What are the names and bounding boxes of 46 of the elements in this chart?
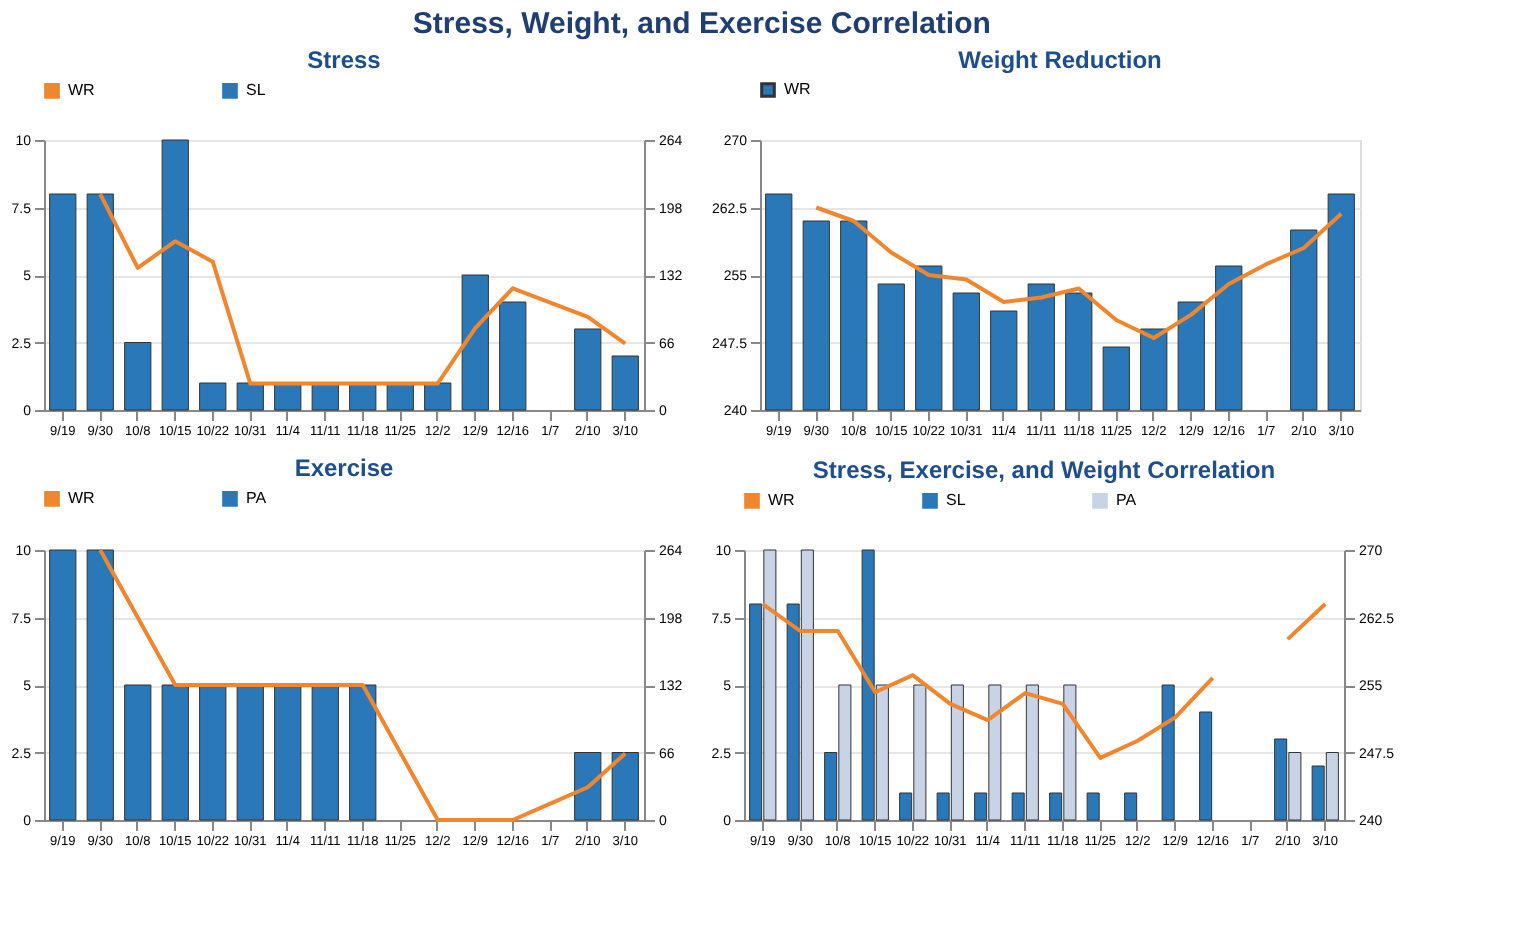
legend-label: WR: [784, 80, 812, 98]
legend-label: PA: [1116, 490, 1138, 509]
bar: [311, 382, 339, 411]
chart-title: Exercise: [294, 454, 395, 482]
bar: [574, 752, 602, 821]
bar: [236, 382, 264, 411]
bar: [124, 684, 152, 821]
bar: [199, 382, 227, 411]
bar: [461, 274, 489, 411]
bar: [1086, 792, 1100, 821]
bar: [161, 684, 189, 821]
legend-label: WR: [68, 488, 96, 507]
bar: [86, 193, 114, 411]
bar: [424, 382, 452, 411]
bar: [611, 355, 639, 411]
line-series: [814, 205, 1344, 340]
text: Stress, Weight, and Exercise Correlation: [412, 7, 991, 41]
bar: [274, 382, 302, 411]
bar: [199, 684, 227, 821]
bar: [349, 382, 377, 411]
bar: [1199, 711, 1213, 821]
line-series: [98, 192, 628, 386]
legend-label: SL: [246, 80, 267, 99]
bar: [161, 139, 189, 411]
line-series: [98, 548, 628, 822]
legend-label: WR: [68, 80, 96, 99]
bar: [499, 301, 527, 411]
legend-label: PA: [246, 488, 268, 507]
bar: [274, 684, 302, 821]
chart-title: Weight Reduction: [958, 46, 1162, 74]
bar: [86, 549, 114, 821]
legend-label: WR: [768, 490, 796, 509]
legend-label: SL: [946, 490, 967, 509]
bar: [1124, 792, 1138, 821]
bar: [349, 684, 377, 821]
bar: [1161, 684, 1175, 821]
bar: [49, 549, 77, 821]
bar: [386, 382, 414, 411]
bar: [49, 193, 77, 411]
chart-title: Stress, Exercise, and Weight Correlation: [812, 456, 1276, 484]
chart-title: Stress: [307, 46, 382, 74]
bar: [311, 684, 339, 821]
bar: [236, 684, 264, 821]
bar: [574, 328, 602, 411]
bar: [124, 342, 152, 411]
bar: [611, 752, 639, 821]
